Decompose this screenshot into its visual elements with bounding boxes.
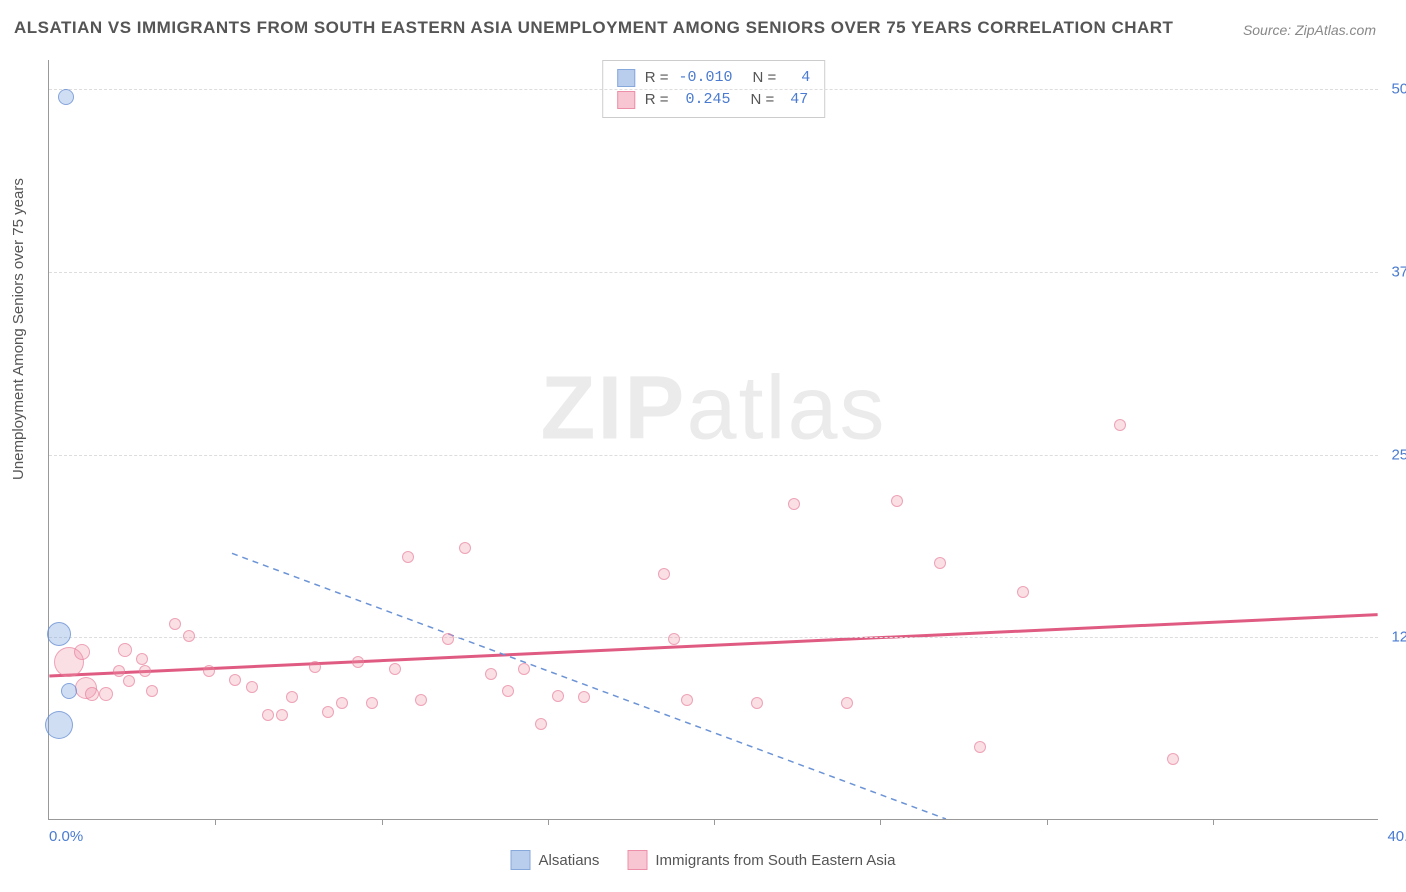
- x-tick: [714, 819, 715, 825]
- bubble-pink: [1114, 419, 1126, 431]
- bubble-pink: [668, 633, 680, 645]
- gridline-h: [49, 455, 1378, 456]
- bubble-pink: [658, 568, 670, 580]
- legend-square-blue: [511, 850, 531, 870]
- bubble-pink: [552, 690, 564, 702]
- trendline-pink: [49, 615, 1377, 676]
- gridline-h: [49, 272, 1378, 273]
- bubble-pink: [169, 618, 181, 630]
- bubble-pink: [123, 675, 135, 687]
- bubble-pink: [485, 668, 497, 680]
- bubble-pink: [1167, 753, 1179, 765]
- bubble-pink: [229, 674, 241, 686]
- gridline-h: [49, 89, 1378, 90]
- stat-row-pink: R = 0.245 N = 47: [617, 89, 811, 111]
- bubble-pink: [751, 697, 763, 709]
- bubble-pink: [85, 687, 99, 701]
- chart-source: Source: ZipAtlas.com: [1243, 22, 1376, 38]
- bubble-pink: [262, 709, 274, 721]
- bubble-pink: [974, 741, 986, 753]
- x-tick: [215, 819, 216, 825]
- bubble-pink: [286, 691, 298, 703]
- bubble-pink: [578, 691, 590, 703]
- bubble-pink: [146, 685, 158, 697]
- x-tick-min: 0.0%: [49, 828, 83, 845]
- bubble-pink: [203, 665, 215, 677]
- bubble-pink: [402, 551, 414, 563]
- bubble-pink: [246, 681, 258, 693]
- legend-item-pink: Immigrants from South Eastern Asia: [627, 850, 895, 870]
- bubble-blue: [45, 711, 73, 739]
- trend-lines-svg: [49, 60, 1378, 819]
- bubble-pink: [788, 498, 800, 510]
- bubble-pink: [841, 697, 853, 709]
- legend-label-pink: Immigrants from South Eastern Asia: [655, 852, 895, 869]
- y-tick-label: 12.5%: [1384, 629, 1406, 646]
- bubble-blue: [58, 89, 74, 105]
- y-tick-label: 25.0%: [1384, 446, 1406, 463]
- bubble-pink: [99, 687, 113, 701]
- stat-row-blue: R = -0.010 N = 4: [617, 67, 811, 89]
- bubble-pink: [74, 644, 90, 660]
- y-tick-label: 37.5%: [1384, 263, 1406, 280]
- bubble-blue: [61, 683, 77, 699]
- x-tick: [548, 819, 549, 825]
- bubble-pink: [502, 685, 514, 697]
- gridline-h: [49, 637, 1378, 638]
- legend-square-pink: [627, 850, 647, 870]
- stat-square-pink: [617, 91, 635, 109]
- legend-label-blue: Alsatians: [539, 852, 600, 869]
- watermark: ZIPatlas: [540, 357, 886, 460]
- y-axis-label: Unemployment Among Seniors over 75 years: [10, 178, 27, 480]
- bubble-pink: [681, 694, 693, 706]
- x-tick: [880, 819, 881, 825]
- bubble-pink: [459, 542, 471, 554]
- bubble-pink: [535, 718, 547, 730]
- stat-square-blue: [617, 69, 635, 87]
- bubble-pink: [113, 665, 125, 677]
- bubble-pink: [891, 495, 903, 507]
- bubble-pink: [1017, 586, 1029, 598]
- bubble-pink: [518, 663, 530, 675]
- bubble-blue: [47, 622, 71, 646]
- bubble-pink: [352, 656, 364, 668]
- bubble-pink: [276, 709, 288, 721]
- plot-area: ZIPatlas R = -0.010 N = 4 R = 0.245 N = …: [48, 60, 1378, 820]
- legend-item-blue: Alsatians: [511, 850, 600, 870]
- bubble-pink: [442, 633, 454, 645]
- x-tick: [1047, 819, 1048, 825]
- bubble-pink: [336, 697, 348, 709]
- bubble-pink: [389, 663, 401, 675]
- bubble-pink: [139, 665, 151, 677]
- bubble-pink: [118, 643, 132, 657]
- chart-title: ALSATIAN VS IMMIGRANTS FROM SOUTH EASTER…: [14, 18, 1173, 38]
- bubble-pink: [415, 694, 427, 706]
- y-tick-label: 50.0%: [1384, 81, 1406, 98]
- x-tick-max: 40.0%: [1387, 828, 1406, 845]
- x-tick: [382, 819, 383, 825]
- bubble-pink: [183, 630, 195, 642]
- trendline-blue: [232, 553, 946, 819]
- bubble-pink: [322, 706, 334, 718]
- chart-container: ALSATIAN VS IMMIGRANTS FROM SOUTH EASTER…: [0, 0, 1406, 892]
- x-tick: [1213, 819, 1214, 825]
- bubble-pink: [934, 557, 946, 569]
- bubble-pink: [136, 653, 148, 665]
- bottom-legend: Alsatians Immigrants from South Eastern …: [511, 850, 896, 870]
- bubble-pink: [366, 697, 378, 709]
- bubble-pink: [309, 661, 321, 673]
